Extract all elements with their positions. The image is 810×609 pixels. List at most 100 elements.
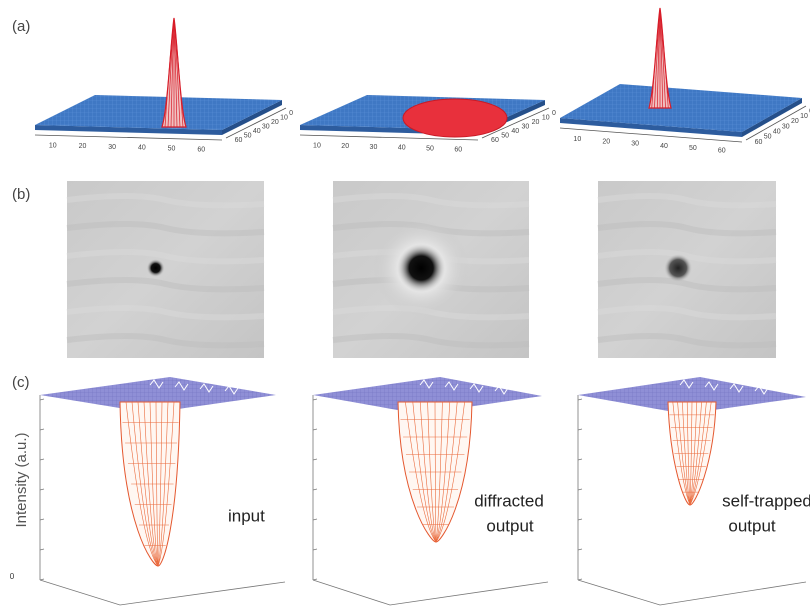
tick-label: 40 — [660, 143, 668, 150]
surface-noise — [149, 379, 164, 389]
image-texture — [332, 193, 530, 209]
surface-noise — [444, 381, 459, 391]
surface-noise — [754, 385, 769, 395]
tick-label: 40 — [511, 128, 519, 135]
axis-line — [299, 134, 479, 141]
image-texture — [597, 193, 777, 209]
funnel-mesh — [157, 401, 175, 567]
surface-side — [742, 98, 802, 137]
panel-label: (c) — [12, 374, 30, 391]
funnel-mesh — [435, 401, 458, 543]
peak-mesh — [659, 7, 669, 109]
surface — [313, 377, 542, 414]
surface-noise — [224, 385, 239, 395]
image-texture — [597, 277, 777, 293]
surface-side — [222, 100, 282, 135]
panel-label: (a) — [12, 18, 30, 35]
annotation: self-trapped — [722, 491, 810, 510]
tick-label: 30 — [782, 123, 790, 130]
funnel-mesh — [435, 401, 451, 543]
tick-label: 20 — [271, 119, 279, 126]
funnel-mesh — [689, 401, 698, 506]
funnel-mesh — [434, 401, 437, 543]
tick-label: 40 — [253, 128, 261, 135]
tick-label: 10 — [313, 142, 321, 149]
axis-tick — [577, 578, 583, 581]
surface-noise — [469, 383, 484, 393]
annotation: output — [486, 516, 534, 535]
axis-tick — [577, 548, 583, 551]
axis-line — [39, 579, 286, 606]
image-texture — [597, 333, 777, 349]
tick-label: 10 — [573, 136, 581, 143]
tick-label: 20 — [341, 143, 349, 150]
funnel-mesh — [686, 401, 691, 506]
surface-noise — [704, 381, 719, 391]
funnel-mesh — [689, 401, 707, 506]
axis-tick — [577, 518, 583, 521]
axis-tick — [577, 428, 583, 431]
image-texture — [66, 221, 265, 237]
peak-mesh — [173, 17, 184, 128]
axis-line — [34, 134, 223, 141]
axis-tick — [39, 458, 45, 461]
axis-tick — [312, 458, 318, 461]
panel-label: (b) — [12, 186, 30, 203]
surface — [560, 84, 802, 132]
axis-tick — [312, 518, 318, 521]
image-texture — [597, 305, 777, 321]
axis-tick — [39, 578, 45, 581]
surface-noise — [494, 385, 509, 395]
image-texture — [66, 249, 265, 265]
annotation: input — [228, 506, 265, 525]
funnel-mesh — [157, 401, 169, 567]
surface — [578, 377, 806, 414]
axis-line — [745, 105, 807, 141]
tick-label: 30 — [370, 144, 378, 151]
tick-label: 10 — [49, 142, 57, 149]
tick-label: 60 — [454, 146, 462, 153]
funnel-mesh — [435, 401, 465, 543]
surface-noise — [419, 379, 434, 389]
tick-label: 0 — [552, 110, 556, 117]
axis-tick — [577, 458, 583, 461]
tick-label: 10 — [800, 113, 808, 120]
funnel-mesh — [427, 401, 437, 543]
axis-line — [312, 579, 549, 606]
image-texture — [66, 305, 265, 321]
funnel-mesh — [682, 401, 691, 506]
tick-label: 40 — [398, 145, 406, 152]
tick-label: 20 — [532, 119, 540, 126]
funnel-mesh — [137, 401, 159, 567]
tick-label: 60 — [755, 139, 763, 146]
tick-label: 60 — [197, 146, 205, 153]
image-texture — [66, 193, 265, 209]
funnel-mesh — [125, 401, 159, 567]
axis-line — [559, 127, 743, 143]
beam-image — [67, 181, 264, 358]
axis-line — [481, 107, 550, 139]
surface-noise — [729, 383, 744, 393]
surface-side — [560, 118, 742, 137]
axis-tick — [39, 488, 45, 491]
tick-label: 50 — [764, 134, 772, 141]
tick-label: 30 — [108, 144, 116, 151]
surface-noise — [679, 379, 694, 389]
funnel-mesh — [405, 401, 437, 543]
tick-label: 50 — [501, 132, 509, 139]
funnel-mesh — [672, 401, 691, 506]
tick-label: 10 — [542, 114, 550, 121]
surface-noise — [199, 383, 214, 393]
funnel-mesh — [689, 401, 702, 506]
tick-label: 50 — [244, 132, 252, 139]
tick-label: 20 — [79, 143, 87, 150]
axis-tick — [312, 398, 318, 401]
tick-label: 50 — [168, 145, 176, 152]
funnel-mesh — [677, 401, 691, 506]
tick-label: 30 — [262, 123, 270, 130]
funnel-mesh — [155, 401, 159, 567]
axis-tick — [312, 548, 318, 551]
funnel-mesh — [143, 401, 159, 567]
tick-label: 30 — [631, 141, 639, 148]
tick-label: 40 — [138, 145, 146, 152]
